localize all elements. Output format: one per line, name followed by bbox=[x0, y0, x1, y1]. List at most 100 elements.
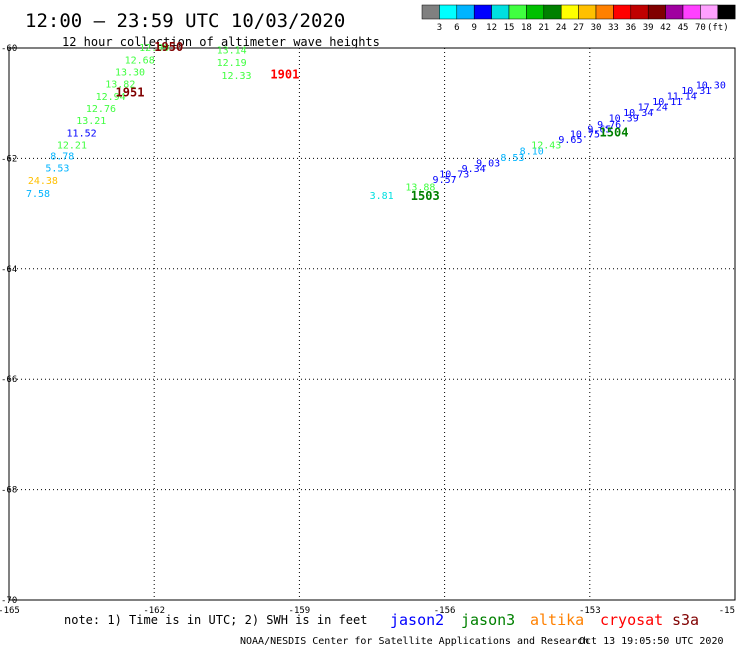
footer-note: note: 1) Time is in UTC; 2) SWH is in fe… bbox=[64, 613, 367, 627]
scale-label: 36 bbox=[625, 23, 636, 33]
x-tick-label: -159 bbox=[289, 606, 311, 616]
wave-height-label: 10.39 bbox=[609, 113, 639, 124]
scale-swatch bbox=[526, 4, 545, 20]
wave-height-label: 10.34 bbox=[623, 108, 653, 119]
wave-height-label: 9.76 bbox=[597, 120, 621, 131]
scale-swatch bbox=[439, 4, 458, 20]
scale-swatch bbox=[700, 4, 719, 20]
wave-height-label: 11.52 bbox=[67, 128, 97, 139]
scale-label: 18 bbox=[521, 23, 532, 33]
x-tick-label: -162 bbox=[143, 606, 165, 616]
scale-label: 21 bbox=[538, 23, 549, 33]
wave-height-label: 7.58 bbox=[26, 189, 50, 200]
pass-number-label: 1951 bbox=[116, 86, 145, 100]
footer-timestamp: Oct 13 19:05:50 UTC 2020 bbox=[579, 636, 724, 647]
plot-frame bbox=[8, 47, 736, 601]
pass-number-label: 1503 bbox=[411, 189, 440, 203]
wave-height-label: 8.78 bbox=[50, 152, 74, 163]
wave-height-label: 10.11 bbox=[652, 97, 682, 108]
scale-label: (ft) bbox=[707, 23, 729, 33]
scale-swatch bbox=[491, 4, 510, 20]
scale-label: 15 bbox=[504, 23, 515, 33]
wave-height-label: 9.65 bbox=[558, 135, 582, 146]
wave-height-label: 10.31 bbox=[681, 86, 711, 97]
satellite-legend-entry: altika bbox=[530, 611, 584, 629]
chart-title: 12:00 – 23:59 UTC 10/03/2020 bbox=[25, 10, 345, 32]
wave-height-label: 12.19 bbox=[217, 58, 247, 69]
wave-height-label: 9.03 bbox=[476, 159, 500, 170]
scale-swatch bbox=[682, 4, 701, 20]
x-tick-label: -156 bbox=[434, 606, 456, 616]
scale-label: 42 bbox=[660, 23, 671, 33]
y-tick-label: -62 bbox=[1, 154, 17, 164]
wave-height-label: 12.94 bbox=[96, 92, 126, 103]
axis-ticks: -165 -162 -159 -156 -153 -15 -60 -62 -64 -66 -68 -7… bbox=[0, 44, 735, 616]
scale-swatch bbox=[473, 4, 492, 20]
scale-label: 3 bbox=[437, 23, 442, 33]
wave-height-label: 12.33 bbox=[221, 71, 251, 82]
pass-number-label: 1901 bbox=[270, 67, 299, 81]
chart-subtitle: 12 hour collection of altimeter wave hei… bbox=[62, 35, 380, 49]
grid-lines bbox=[9, 48, 735, 600]
satellite-legend-entry: s3a bbox=[672, 611, 699, 629]
scale-swatch bbox=[421, 4, 440, 20]
y-tick-label: -64 bbox=[1, 265, 17, 275]
satellite-legend-entry: jason2 bbox=[390, 611, 444, 629]
pass-labels: 1950 1951 1901 1503 1504 bbox=[116, 40, 629, 203]
footer-credit: NOAA/NESDIS Center for Satellite Applica… bbox=[240, 636, 589, 647]
x-tick-label: -165 bbox=[0, 606, 20, 616]
wave-height-label: 13.88 bbox=[405, 182, 435, 193]
wave-height-label: 10.75 bbox=[570, 129, 600, 140]
wave-height-label: 9.57 bbox=[433, 175, 457, 186]
wave-height-label: 12.43 bbox=[531, 140, 561, 151]
x-tick-label: -153 bbox=[579, 606, 601, 616]
wave-height-label: 12.90 bbox=[139, 43, 169, 54]
x-tick-label: -15 bbox=[719, 606, 735, 616]
wave-height-label: 10.73 bbox=[439, 170, 469, 181]
scale-label: 9 bbox=[471, 23, 476, 33]
satellite-legend-entry: cryosat bbox=[600, 611, 663, 629]
scale-label: 6 bbox=[454, 23, 459, 33]
scale-swatch bbox=[560, 4, 579, 20]
wave-height-label: 12.21 bbox=[57, 140, 87, 151]
scale-label: 45 bbox=[678, 23, 689, 33]
wave-height-label: 9.34 bbox=[462, 164, 486, 175]
satellite-legend: jason2 jason3 altika cryosat s3a bbox=[390, 611, 699, 629]
scale-label: 27 bbox=[573, 23, 584, 33]
scale-swatch bbox=[456, 4, 475, 20]
scale-label: 24 bbox=[556, 23, 567, 33]
wave-height-label: 13.30 bbox=[115, 68, 145, 79]
scale-label: 39 bbox=[643, 23, 654, 33]
wave-height-label: 3.81 bbox=[370, 191, 394, 202]
color-scale: 3 6 9 12 15 18 21 24 27 30 33 36 39 42 45 70 (ft) bbox=[421, 4, 736, 33]
y-tick-label: -66 bbox=[1, 375, 17, 385]
scale-label: 33 bbox=[608, 23, 619, 33]
wave-height-label: 8.53 bbox=[500, 153, 524, 164]
wave-height-label: 24.38 bbox=[28, 176, 58, 187]
wave-height-label: 12.68 bbox=[125, 55, 155, 66]
wave-height-label: 12.76 bbox=[86, 104, 116, 115]
scale-label: 70 bbox=[695, 23, 706, 33]
satellite-legend-entry: jason3 bbox=[461, 611, 515, 629]
wave-height-label: 13.21 bbox=[76, 116, 106, 127]
scale-label: 12 bbox=[486, 23, 497, 33]
wave-height-label: 11.14 bbox=[667, 91, 697, 102]
wave-height-label: 17.24 bbox=[638, 102, 668, 113]
y-tick-label: -68 bbox=[1, 486, 17, 496]
scale-swatch bbox=[665, 4, 684, 20]
y-tick-label: -70 bbox=[1, 596, 17, 606]
scale-swatch bbox=[578, 4, 597, 20]
scale-label: 30 bbox=[591, 23, 602, 33]
wave-height-label: 5.53 bbox=[45, 164, 69, 175]
scale-swatch bbox=[717, 4, 736, 20]
scale-swatch bbox=[595, 4, 614, 20]
scale-swatch bbox=[647, 4, 666, 20]
wave-height-label: 9.65 bbox=[587, 124, 611, 135]
pass-number-label: 1504 bbox=[600, 125, 629, 139]
pass-number-label: 1950 bbox=[154, 40, 183, 54]
wave-height-label: 13.14 bbox=[217, 46, 247, 57]
scale-swatch bbox=[630, 4, 649, 20]
wave-height-label: 8.10 bbox=[520, 147, 544, 158]
